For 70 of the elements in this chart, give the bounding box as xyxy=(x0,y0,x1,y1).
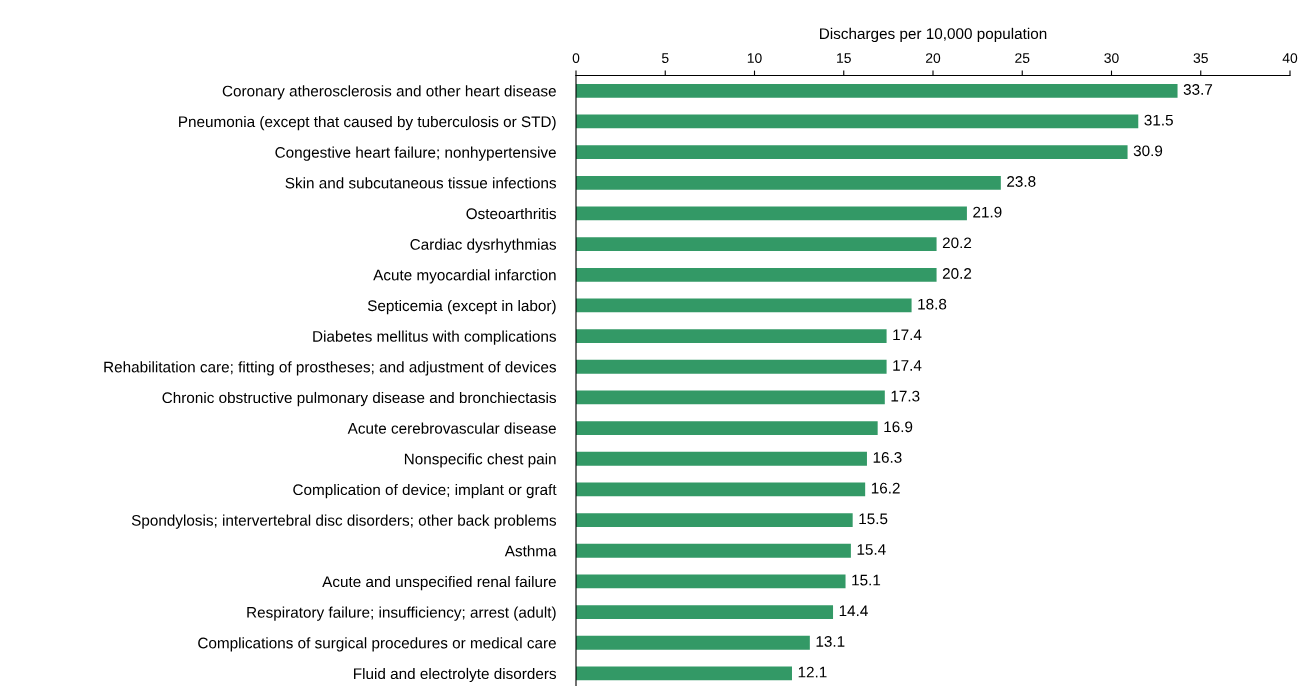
data-label: 14.4 xyxy=(839,605,868,617)
y-tick-label: Coronary atherosclerosis and other heart disease xyxy=(222,85,556,100)
y-tick-label: Fluid and electrolyte disorders xyxy=(354,667,557,683)
y-tick-label: Osteoarthritis xyxy=(466,207,557,220)
y-tick-label: Respiratory failure; insufficiency; arrest (adult) xyxy=(247,606,556,621)
x-axis-title: Discharges per 10,000 population xyxy=(820,27,1047,43)
data-label: 13.1 xyxy=(816,636,845,647)
bar xyxy=(576,114,1139,129)
x-tick-label: 0 xyxy=(572,53,580,63)
y-tick-label: Diabetes mellitus with complications xyxy=(313,330,557,345)
bar xyxy=(576,175,1001,190)
data-label: 33.7 xyxy=(1183,84,1213,95)
y-tick-label: Complication of device; implant or graft xyxy=(293,483,557,499)
x-tick-label: 25 xyxy=(1015,53,1030,63)
bar xyxy=(576,666,792,681)
y-tick-label: Chronic obstructive pulmonary disease and bronchiectasis xyxy=(162,391,557,407)
data-label: 20.2 xyxy=(942,268,972,279)
data-label: 30.9 xyxy=(1133,145,1163,157)
y-tick-label: Complications of surgical procedures or medical care xyxy=(198,637,556,652)
bar xyxy=(576,421,878,435)
bar xyxy=(576,482,866,497)
bar xyxy=(576,451,867,466)
y-tick-label: Acute myocardial infarction xyxy=(373,269,556,284)
data-label: 17.4 xyxy=(893,360,922,371)
data-label: 15.4 xyxy=(857,544,886,555)
data-label: 16.9 xyxy=(884,421,913,433)
x-tick-label: 20 xyxy=(925,53,941,63)
data-label: 31.5 xyxy=(1144,114,1173,126)
bar xyxy=(576,206,967,221)
bar xyxy=(576,267,937,282)
data-label: 15.1 xyxy=(852,574,881,586)
y-tick-label: Rehabilitation care; fitting of prostheses; and adjustment of devices xyxy=(104,361,557,376)
y-tick-label: Spondylosis; intervertebral disc disorders; other back problems xyxy=(131,514,557,529)
y-tick-label: Acute cerebrovascular disease xyxy=(347,422,556,434)
data-label: 15.5 xyxy=(859,513,888,525)
data-label: 23.8 xyxy=(1007,176,1036,187)
bar xyxy=(576,145,1128,160)
data-label: 21.9 xyxy=(973,206,1002,218)
y-tick-label: Congestive heart failure; nonhypertensive xyxy=(275,146,556,161)
y-tick-label: Skin and subcutaneous tissue infections xyxy=(285,177,557,189)
bar xyxy=(576,543,851,558)
bar xyxy=(576,359,887,374)
bar xyxy=(576,83,1178,98)
data-label: 16.2 xyxy=(871,482,900,494)
data-label: 12.1 xyxy=(798,666,827,678)
data-label: 20.2 xyxy=(942,237,972,249)
bar xyxy=(576,390,885,405)
x-tick-label: 10 xyxy=(747,53,762,63)
y-tick-label: Septicemia (except in labor) xyxy=(367,299,556,315)
x-tick-label: 30 xyxy=(1104,53,1119,63)
data-label: 18.8 xyxy=(918,298,947,310)
bar xyxy=(576,513,853,527)
bar xyxy=(576,329,887,344)
x-tick-label: 35 xyxy=(1193,53,1208,63)
bar xyxy=(576,605,834,619)
data-label: 16.3 xyxy=(873,452,902,463)
data-label: 17.4 xyxy=(893,329,922,341)
y-tick-label: Cardiac dysrhythmias xyxy=(410,238,557,253)
data-label: 17.3 xyxy=(891,390,920,402)
x-tick-label: 15 xyxy=(837,53,851,63)
x-tick-label: 5 xyxy=(661,53,669,63)
y-tick-label: Nonspecific chest pain xyxy=(404,453,556,468)
bar xyxy=(576,635,810,650)
bar xyxy=(576,237,937,252)
bar xyxy=(576,574,846,589)
y-tick-label: Pneumonia (except that caused by tuberculosis or STD) xyxy=(179,115,556,131)
y-tick-label: Acute and unspecified renal failure xyxy=(322,575,556,591)
bar xyxy=(576,298,912,313)
x-tick-label: 40 xyxy=(1282,53,1298,63)
y-tick-label: Asthma xyxy=(504,545,557,557)
